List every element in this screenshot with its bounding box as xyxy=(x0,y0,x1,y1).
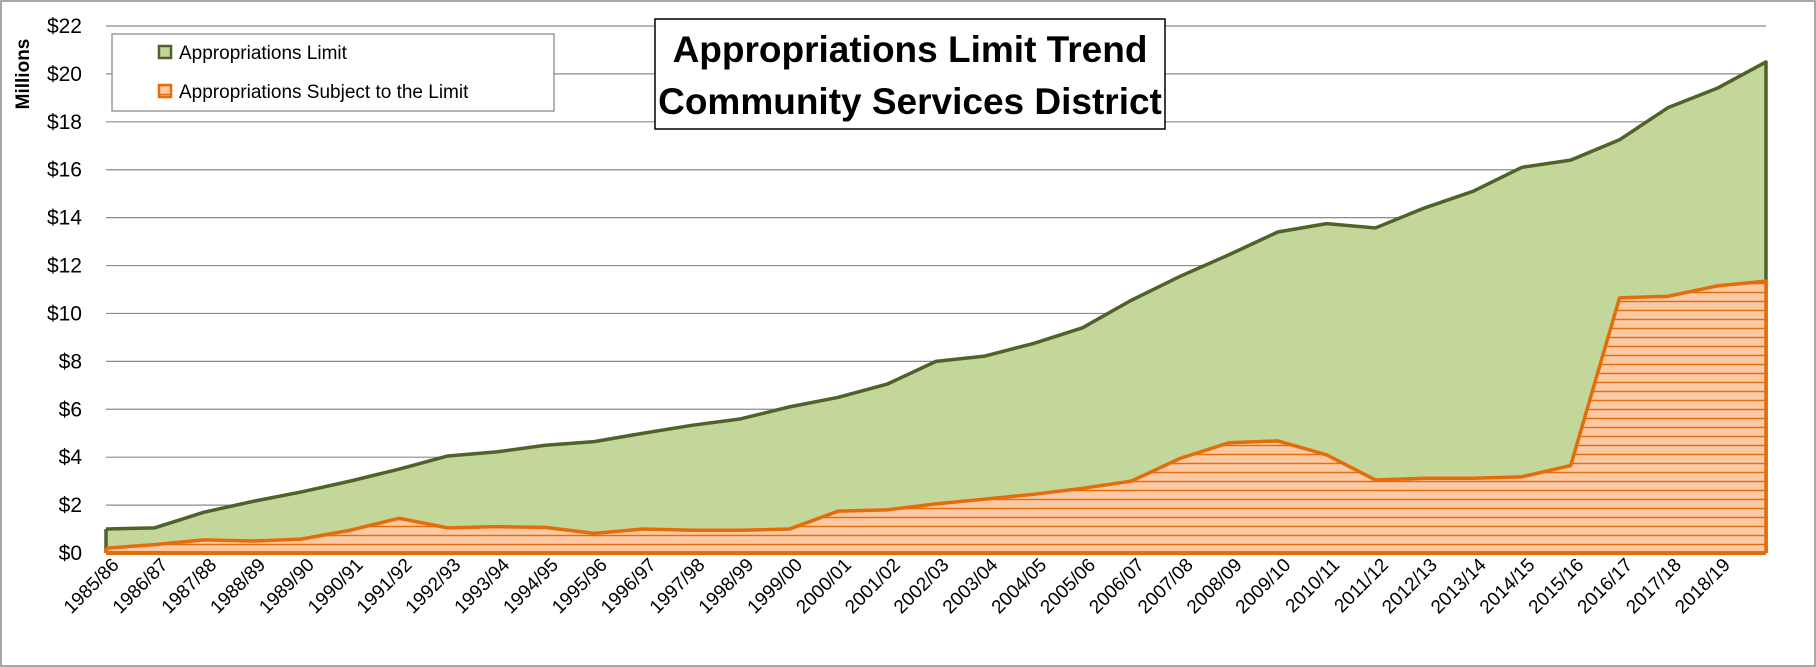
legend-box xyxy=(111,33,555,112)
y-tick-label: $18 xyxy=(47,111,82,134)
y-axis: $0 $2 $4 $6 $8 $10 $12 $14 $16 $18 $20 $22 xyxy=(47,15,82,565)
y-axis-title: Millions xyxy=(13,39,34,110)
y-tick-label: $8 xyxy=(59,350,82,373)
y-tick-label: $10 xyxy=(47,302,82,325)
legend-swatch-limit xyxy=(157,44,173,60)
y-tick-label: $4 xyxy=(59,446,83,469)
y-tick-label: $20 xyxy=(47,63,82,86)
line-appropriations-limit xyxy=(105,60,1768,553)
y-tick-label: $6 xyxy=(59,398,82,421)
chart-title-line2: Community Services District xyxy=(658,81,1162,122)
y-tick-label: $2 xyxy=(59,494,82,517)
y-tick-label: $12 xyxy=(47,255,82,278)
line-appropriations-subject xyxy=(105,279,1768,553)
legend: Appropriations Limit Appropriations Subj… xyxy=(111,33,555,112)
area-appropriations-subject xyxy=(106,281,1766,553)
y-tick-label: $0 xyxy=(59,542,82,565)
legend-label-subject: Appropriations Subject to the Limit xyxy=(179,82,469,103)
legend-label-limit: Appropriations Limit xyxy=(179,43,348,64)
y-tick-label: $16 xyxy=(47,159,82,182)
legend-swatch-subject xyxy=(157,83,173,99)
chart-title-line1: Appropriations Limit Trend xyxy=(673,29,1148,70)
area-appropriations-limit xyxy=(106,61,1766,553)
series-areas xyxy=(104,60,1768,555)
y-tick-label: $22 xyxy=(47,15,82,38)
y-tick-label: $14 xyxy=(47,207,82,230)
title-frame xyxy=(654,18,1166,130)
chart-title-box: Appropriations Limit Trend Community Ser… xyxy=(654,18,1166,130)
